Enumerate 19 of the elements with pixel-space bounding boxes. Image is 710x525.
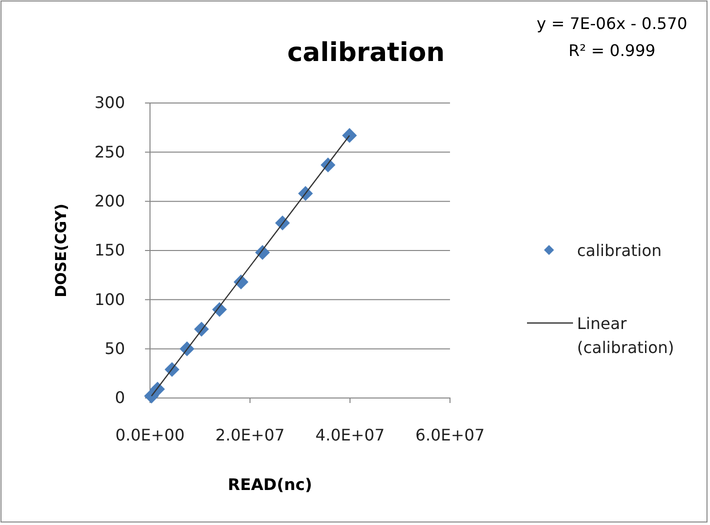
point — [342, 128, 357, 143]
y-tick-label: 200 — [94, 191, 125, 210]
y-tick-label: 150 — [94, 240, 125, 260]
x-axis-title: READ(nc) — [228, 475, 312, 494]
text: y = 7E-06x - 0.570 — [536, 14, 688, 33]
chart-title: calibration — [287, 38, 445, 68]
y-tick-label: 0 — [114, 388, 125, 408]
x-tick-label: 4.0E+07 — [315, 425, 385, 444]
y-tick-label: 100 — [94, 290, 125, 309]
y-tick-label: 50 — [104, 338, 125, 358]
x-tick-label: 6.0E+07 — [415, 425, 485, 444]
y-tick-label: 300 — [94, 93, 125, 112]
y-axis-title: DOSE(CGY) — [52, 204, 70, 298]
legend-label: calibration — [577, 241, 662, 260]
text: R² = 0.999 — [568, 41, 656, 60]
legend-label: Linear (calibration) — [577, 314, 674, 357]
x-tick-label: 0.0E+00 — [115, 425, 185, 444]
x-tick-label: 2.0E+07 — [215, 425, 285, 444]
y-tick-label: 250 — [94, 142, 125, 162]
